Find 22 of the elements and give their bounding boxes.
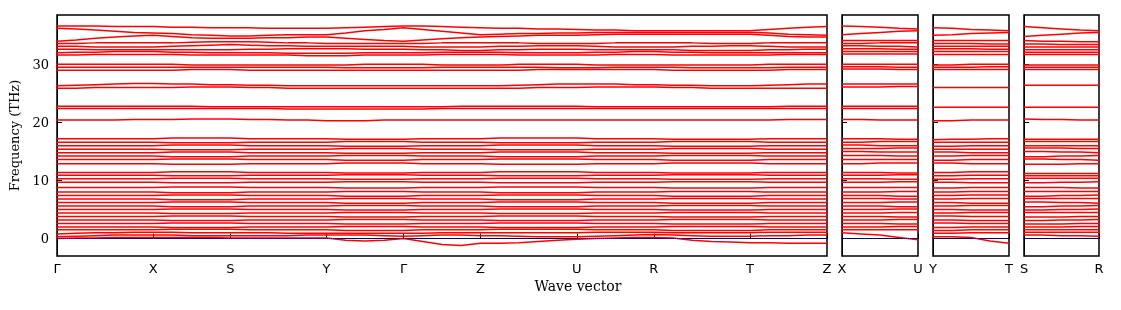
- x-tick-label: Γ: [399, 261, 408, 276]
- y-tick-label: 10: [32, 173, 49, 189]
- x-tick-label: Γ: [53, 261, 62, 276]
- x-axis-title: Wave vector: [534, 278, 622, 294]
- y-tick-label: 20: [32, 114, 49, 130]
- x-tick-label: Z: [822, 261, 832, 276]
- x-tick-label: T: [745, 261, 755, 276]
- x-tick-label: S: [1019, 261, 1029, 276]
- x-tick-label: X: [837, 261, 847, 276]
- y-axis-title: Frequency (THz): [7, 79, 22, 192]
- y-tick-label: 30: [32, 56, 49, 72]
- x-tick-label: U: [571, 261, 582, 276]
- x-tick-label: Y: [321, 261, 331, 276]
- x-tick-label: Z: [476, 261, 486, 276]
- x-tick-label: X: [148, 261, 158, 276]
- x-tick-label: Y: [928, 261, 938, 276]
- y-tick-label: 0: [40, 231, 49, 247]
- x-tick-label: R: [649, 261, 659, 276]
- x-tick-label: R: [1094, 261, 1104, 276]
- x-tick-label: T: [1004, 261, 1014, 276]
- x-tick-label: S: [226, 261, 235, 276]
- x-tick-label: U: [913, 261, 923, 276]
